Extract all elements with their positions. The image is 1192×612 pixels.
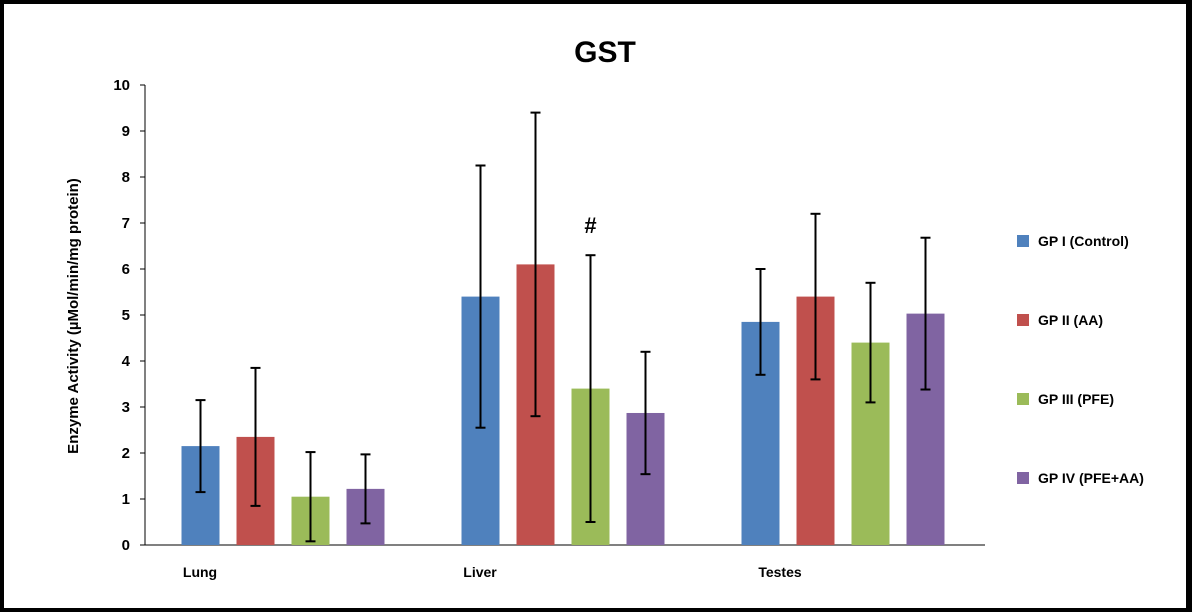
- y-tick-label: 2: [122, 445, 130, 462]
- legend-label-3: GP IV (PFE+AA): [1038, 470, 1144, 486]
- y-tick-label: 9: [122, 123, 130, 140]
- y-tick-label: 0: [122, 537, 130, 554]
- y-axis-label: Enzyme Activity (µMol/min/mg protein): [65, 178, 82, 454]
- significance-marker: #: [584, 213, 596, 238]
- legend: GP I (Control) GP II (AA) GP III (PFE) GP I…: [1017, 233, 1144, 486]
- category-label: Lung: [183, 564, 217, 580]
- legend-swatch-1: [1017, 314, 1029, 326]
- legend-swatch-0: [1017, 235, 1029, 247]
- legend-label-2: GP III (PFE): [1038, 391, 1114, 407]
- y-tick-label: 1: [122, 491, 130, 508]
- y-tick-label: 8: [122, 169, 130, 186]
- y-tick-label: 3: [122, 399, 130, 416]
- chart-title: GST: [574, 36, 636, 69]
- legend-swatch-2: [1017, 393, 1029, 405]
- y-tick-label: 4: [122, 353, 131, 370]
- y-tick-label: 6: [122, 261, 130, 278]
- category-label: Testes: [758, 564, 802, 580]
- legend-label-0: GP I (Control): [1038, 233, 1129, 249]
- plot-area: 0 1 2 3 4 5 6 7 8 9 10 Lung # Liver Testes: [113, 77, 985, 580]
- legend-swatch-3: [1017, 472, 1029, 484]
- y-tick-label: 10: [113, 77, 130, 94]
- y-tick-label: 5: [122, 307, 130, 324]
- y-tick-label: 7: [122, 215, 130, 232]
- legend-label-1: GP II (AA): [1038, 312, 1103, 328]
- category-label: Liver: [463, 564, 497, 580]
